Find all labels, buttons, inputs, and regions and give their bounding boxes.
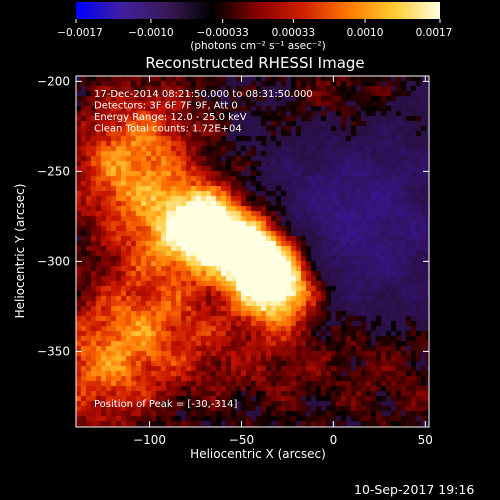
annotation-line: Clean Total counts: 1.72E+04 [94, 124, 242, 135]
y-tick-label: −250 [37, 164, 70, 178]
y-axis-ticks: −200 −250 −300 −350 [37, 74, 429, 358]
colorbar: −0.0017 −0.0010 −0.00033 0.00033 0.0010 0.001… [57, 2, 452, 52]
y-tick-label: −200 [37, 74, 70, 88]
plot-area: −100 −50 0 50 −200 −250 −300 −350 [37, 74, 433, 447]
y-axis-label: Heliocentric Y (arcsec) [13, 184, 27, 319]
x-axis-ticks: −100 −50 0 50 [133, 76, 433, 447]
colorbar-unit-label: (photons cm⁻² s⁻¹ asec⁻²) [190, 40, 325, 52]
peak-position-label: Position of Peak = [-30,-314] [94, 399, 238, 410]
y-tick-label: −300 [37, 254, 70, 268]
colorbar-gradient [76, 2, 440, 19]
colorbar-tick-label: −0.0010 [128, 27, 174, 39]
x-tick-label: 0 [330, 433, 338, 447]
x-tick-label: 50 [418, 433, 433, 447]
annotation-line: Energy Range: 12.0 - 25.0 keV [94, 112, 247, 123]
heatmap-image [76, 76, 429, 427]
colorbar-tick-label: 0.0010 [347, 27, 384, 39]
y-tick-label: −350 [37, 344, 70, 358]
colorbar-tick-label: −0.0017 [57, 27, 103, 39]
x-tick-label: −50 [229, 433, 254, 447]
colorbar-tick-label: −0.00033 [197, 27, 249, 39]
chart-title: Reconstructed RHESSI Image [145, 54, 364, 72]
footer-timestamp: 10-Sep-2017 19:16 [354, 482, 474, 497]
annotation-block: 17-Dec-2014 08:21:50.000 to 08:31:50.000… [94, 89, 313, 135]
x-tick-label: −100 [133, 433, 166, 447]
colorbar-ticks: −0.0017 −0.0010 −0.00033 0.00033 0.0010 0.001… [57, 19, 452, 39]
x-axis-label: Heliocentric X (arcsec) [190, 447, 326, 461]
annotation-line: 17-Dec-2014 08:21:50.000 to 08:31:50.000 [94, 89, 313, 100]
plot-frame [75, 75, 430, 428]
annotation-line: Detectors: 3F 6F 7F 9F, Att 0 [94, 101, 238, 112]
colorbar-tick-label: 0.0017 [416, 27, 453, 39]
colorbar-tick-label: 0.00033 [272, 27, 315, 39]
